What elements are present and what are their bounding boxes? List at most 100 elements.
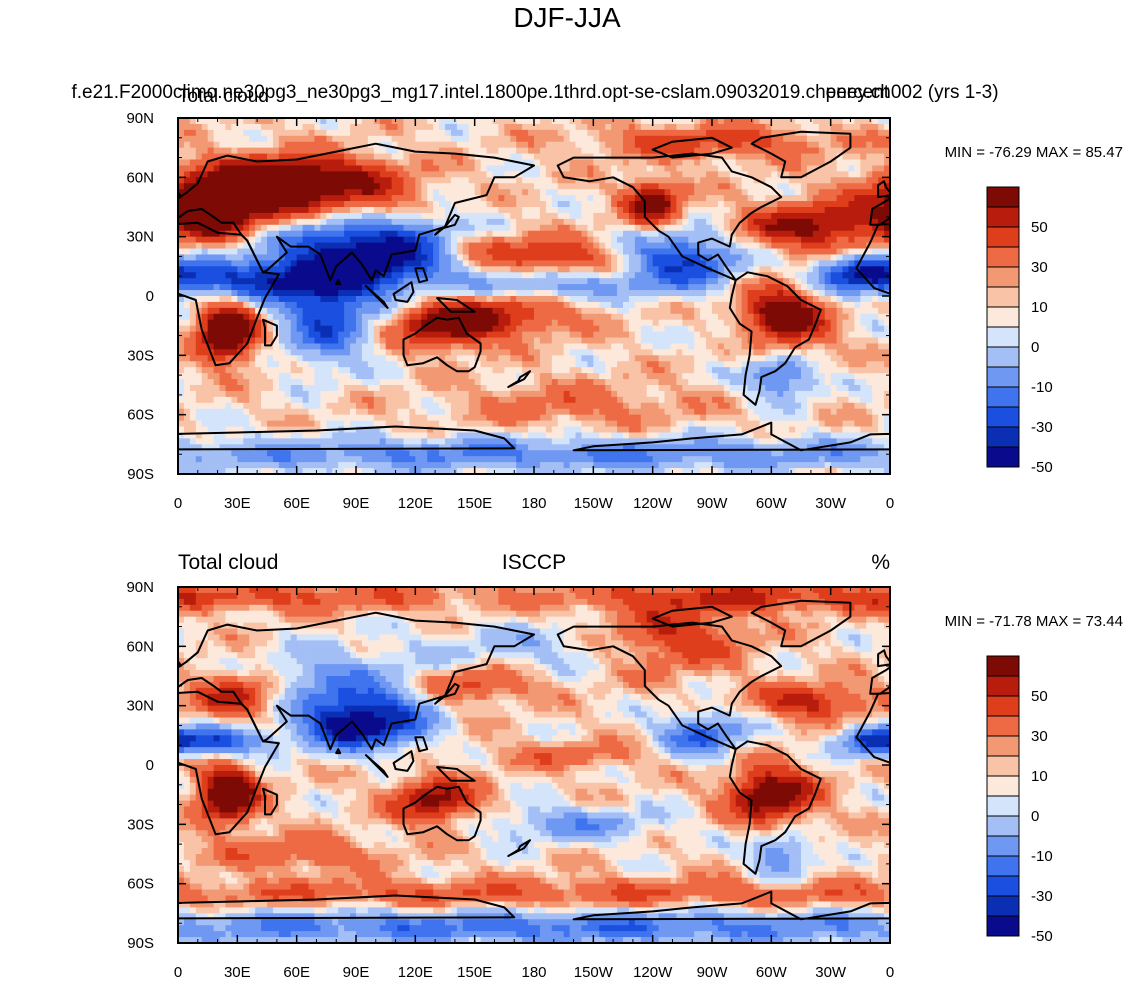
contour-cell [700, 123, 707, 131]
contour-cell [439, 118, 446, 125]
contour-cell [272, 129, 280, 137]
contour-cell [290, 301, 298, 309]
contour-cell [765, 171, 772, 178]
contour-cell [753, 349, 761, 356]
contour-cell [456, 118, 464, 125]
contour-cell [284, 147, 292, 155]
contour-cell [836, 141, 844, 149]
contour-cell [379, 331, 387, 339]
contour-cell [267, 171, 274, 178]
contour-cell [747, 242, 755, 250]
contour-cell [462, 218, 470, 226]
panel-title-center: f.e21.F2000climo.ne30pg3_ne30pg3_mg17.in… [71, 82, 998, 103]
contour-cell [741, 236, 749, 244]
contour-cell [801, 129, 808, 137]
contour-cell [391, 212, 399, 220]
contour-cell [706, 272, 713, 279]
contour-cell [261, 266, 268, 273]
contour-cell [806, 153, 814, 161]
contour-cell [522, 118, 529, 125]
contour-cell [261, 183, 268, 190]
contour-cell [670, 212, 677, 220]
contour-cell [350, 349, 357, 356]
contour-cell [385, 171, 393, 178]
contour-cell [539, 177, 547, 184]
contour-cell [338, 325, 345, 333]
contour-cell [207, 343, 215, 350]
contour-cell [551, 248, 559, 256]
contour-cell [284, 224, 292, 232]
contour-cell [878, 236, 885, 244]
contour-cell [783, 242, 790, 250]
contour-cell [522, 260, 529, 267]
contour-cell [522, 212, 529, 220]
contour-cell [516, 242, 523, 250]
contour-cell [314, 135, 321, 143]
contour-cell [439, 254, 446, 261]
contour-cell [830, 319, 838, 327]
contour-cell [534, 218, 541, 226]
contour-cell [884, 355, 890, 362]
contour-cell [492, 266, 499, 273]
contour-cell [688, 189, 695, 196]
contour-cell [183, 313, 191, 321]
contour-cell [504, 207, 511, 214]
contour-cell [344, 290, 351, 297]
contour-cell [178, 272, 185, 279]
contour-cell [278, 147, 286, 155]
contour-cell [534, 118, 541, 125]
contour-cell [267, 349, 274, 356]
contour-cell [290, 212, 298, 220]
contour-cell [255, 230, 262, 238]
contour-cell [551, 129, 559, 137]
contour-cell [801, 207, 808, 214]
contour-cell [872, 135, 879, 143]
contour-cell [676, 201, 683, 208]
contour-cell [688, 141, 695, 149]
contour-cell [456, 260, 464, 267]
contour-cell [735, 266, 743, 273]
contour-cell [213, 141, 221, 149]
contour-cell [634, 177, 642, 184]
contour-cell [450, 242, 458, 250]
contour-cell [534, 296, 541, 303]
contour-cell [634, 147, 642, 155]
contour-cell [201, 147, 209, 155]
contour-cell [379, 153, 387, 161]
contour-cell [267, 224, 274, 232]
contour-cell [688, 230, 695, 238]
contour-cell [854, 290, 861, 297]
contour-cell [539, 195, 547, 202]
contour-cell [427, 224, 434, 232]
contour-cell [557, 207, 565, 214]
contour-cell [213, 129, 221, 137]
contour-cell [344, 141, 351, 149]
contour-cell [759, 290, 766, 297]
contour-cell [777, 177, 784, 184]
contour-cell [878, 296, 885, 303]
contour-cell [261, 135, 268, 143]
contour-cell [729, 248, 737, 256]
contour-cell [201, 183, 209, 190]
contour-cell [367, 337, 375, 345]
contour-cell [403, 165, 410, 172]
contour-cell [712, 212, 719, 220]
contour-cell [219, 129, 227, 137]
contour-cell [468, 236, 476, 244]
contour-cell [688, 284, 695, 291]
contour-cell [658, 218, 666, 226]
contour-cell [201, 135, 209, 143]
contour-cell [818, 171, 826, 178]
contour-cell [278, 218, 286, 226]
contour-cell [255, 141, 262, 149]
contour-cell [522, 224, 529, 232]
contour-cell [723, 319, 731, 327]
contour-cell [231, 224, 238, 232]
contour-cell [486, 195, 494, 202]
contour-cell [818, 260, 826, 267]
contour-cell [433, 272, 440, 279]
contour-cell [611, 129, 618, 137]
contour-cell [670, 266, 677, 273]
contour-cell [682, 301, 689, 309]
contour-cell [658, 177, 666, 184]
